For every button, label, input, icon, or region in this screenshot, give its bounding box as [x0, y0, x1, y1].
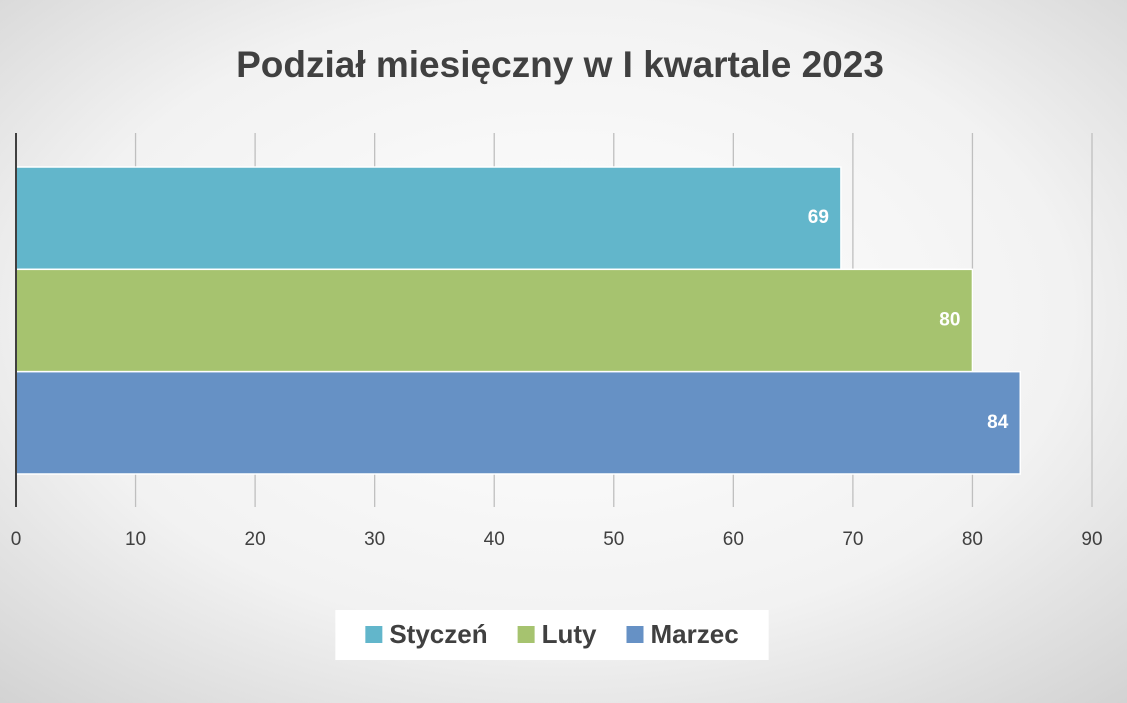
x-tick-label: 90 [1081, 529, 1102, 550]
x-tick-label: 30 [364, 529, 385, 550]
x-tick-label: 40 [484, 529, 505, 550]
legend-box [335, 610, 769, 660]
x-tick-label: 0 [11, 529, 22, 550]
legend-label: Styczeń [389, 619, 487, 649]
legend-swatch [626, 626, 644, 643]
legend-label: Marzec [651, 619, 739, 649]
data-label: 69 [808, 207, 829, 228]
legend-swatch [517, 626, 535, 643]
legend-label: Luty [542, 619, 597, 649]
x-tick-label: 60 [723, 529, 744, 550]
x-tick-label: 20 [245, 529, 266, 550]
bar [15, 268, 974, 373]
data-label: 84 [987, 412, 1009, 433]
chart-title: Podział miesięczny w I kwartale 2023 [236, 44, 884, 85]
x-tick-label: 70 [842, 529, 863, 550]
legend-swatch [365, 626, 383, 643]
bar [15, 370, 1022, 475]
x-tick-label: 50 [603, 529, 624, 550]
data-label: 80 [939, 310, 960, 331]
x-tick-label: 10 [125, 529, 146, 550]
bar [15, 166, 842, 271]
x-tick-label: 80 [962, 529, 983, 550]
legend: Styczeń Luty Marzec [335, 610, 769, 660]
